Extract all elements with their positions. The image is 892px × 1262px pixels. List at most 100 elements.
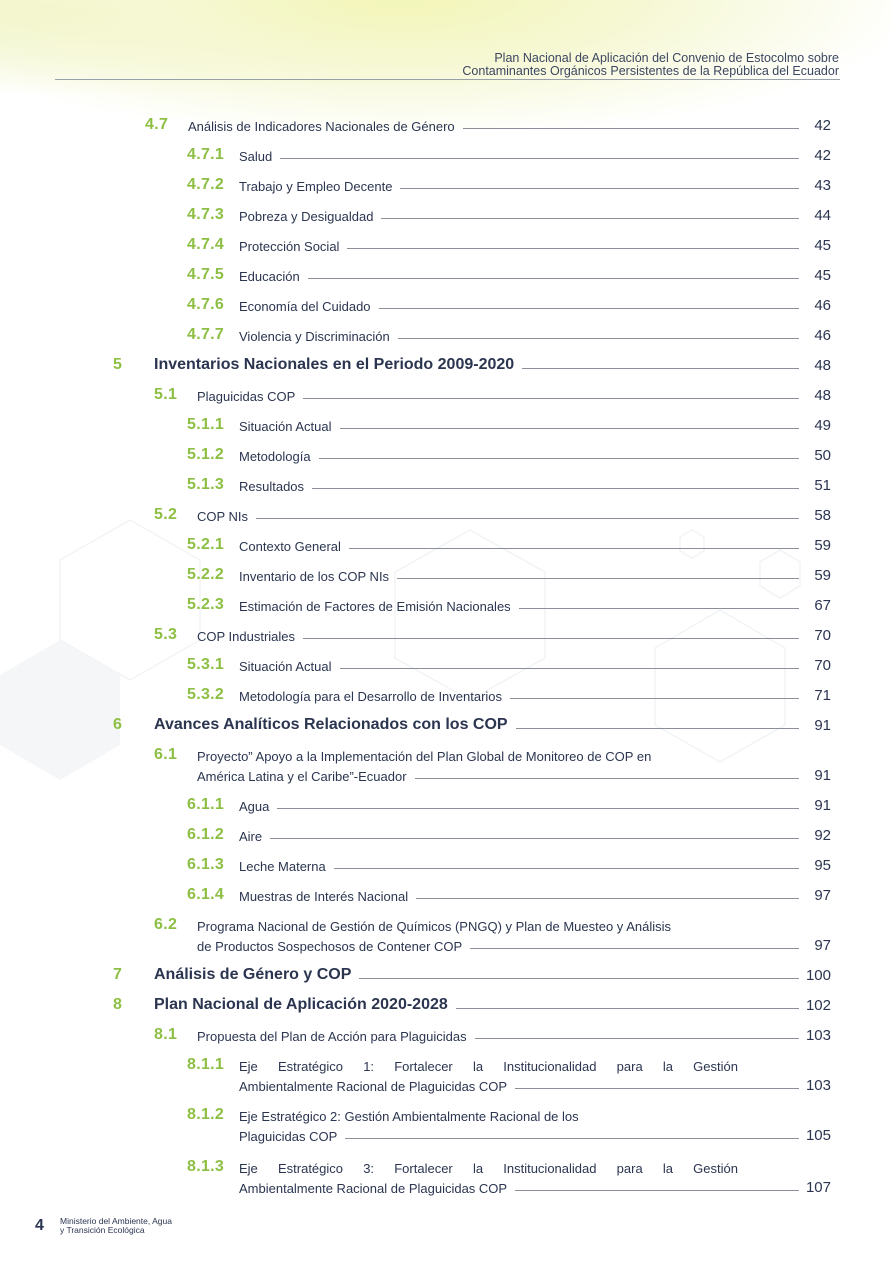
toc-entry[interactable]: 5.1.3 Resultados 51 (0, 474, 892, 504)
toc-entry[interactable]: 8 Plan Nacional de Aplicación 2020-2028 10… (0, 994, 892, 1024)
leader-line (462, 128, 799, 129)
leader-line (359, 978, 799, 979)
toc-entry-page: 91 (814, 797, 831, 814)
toc-entry-title: Muestras de Interés Nacional (239, 889, 409, 904)
toc-entry[interactable]: 8.1 Propuesta del Plan de Acción para Pla… (0, 1024, 892, 1054)
toc-entry-number: 5.1.3 (187, 476, 225, 493)
leader-line (256, 518, 799, 519)
toc-entry-title: Eje Estratégico 3: Fortalecer la Institu… (239, 1161, 738, 1176)
toc-entry-number: 6.1.4 (187, 886, 225, 903)
toc-entry[interactable]: 5.3.2 Metodología para el Desarrollo de I… (0, 684, 892, 714)
toc-entry-page: 103 (805, 1077, 831, 1094)
toc-entry-title: América Latina y el Caribe”-Ecuador (197, 769, 407, 784)
toc-entry-number: 4.7.6 (187, 296, 225, 313)
toc-entry-number: 5.2 (154, 506, 178, 523)
toc-entry-page: 102 (805, 997, 831, 1014)
toc-entry[interactable]: 8.1.3 Eje Estratégico 3: Fortalecer la In… (0, 1156, 892, 1206)
toc-entry-number: 4.7.4 (187, 236, 225, 253)
toc-entry[interactable]: 5 Inventarios Nacionales en el Periodo 20… (0, 354, 892, 384)
toc-entry-number: 7 (113, 966, 123, 983)
toc-entry[interactable]: 6.1.1 Agua 91 (0, 794, 892, 824)
toc-entry-page: 70 (814, 627, 831, 644)
leader-line (347, 248, 799, 249)
toc-entry-page: 45 (814, 267, 831, 284)
leader-line (277, 808, 799, 809)
leader-line (397, 338, 799, 339)
leader-line (318, 458, 799, 459)
toc-entry[interactable]: 6 Avances Analíticos Relacionados con los… (0, 714, 892, 744)
toc-entry-page: 100 (805, 967, 831, 984)
toc-entry-page: 71 (814, 687, 831, 704)
toc-entry-page: 50 (814, 447, 831, 464)
toc-entry-page: 48 (814, 387, 831, 404)
toc-entry-title: Avances Analíticos Relacionados con los … (154, 716, 508, 733)
toc-entry-title: Eje Estratégico 2: Gestión Ambientalment… (239, 1109, 579, 1124)
toc-entry-number: 5.1 (154, 386, 178, 403)
toc-entry[interactable]: 4.7.4 Protección Social 45 (0, 234, 892, 264)
leader-line (455, 1008, 799, 1009)
toc-entry[interactable]: 4.7.3 Pobreza y Desigualdad 44 (0, 204, 892, 234)
toc-entry-title: Situación Actual (239, 659, 332, 674)
toc-entry-title: Trabajo y Empleo Decente (239, 179, 393, 194)
toc-entry[interactable]: 8.1.1 Eje Estratégico 1: Fortalecer la In… (0, 1054, 892, 1104)
toc-entry[interactable]: 5.3.1 Situación Actual 70 (0, 654, 892, 684)
toc-entry[interactable]: 5.2.2 Inventario de los COP NIs 59 (0, 564, 892, 594)
toc-entry-title: Metodología (239, 449, 311, 464)
toc-entry-number: 4.7 (145, 116, 169, 133)
leader-line (339, 428, 799, 429)
toc-entry-page: 48 (814, 357, 831, 374)
toc-entry-title: Contexto General (239, 539, 341, 554)
toc-entry-number: 4.7.1 (187, 146, 225, 163)
leader-line (307, 278, 799, 279)
leader-line (348, 548, 799, 549)
toc-entry[interactable]: 4.7.2 Trabajo y Empleo Decente 43 (0, 174, 892, 204)
toc-entry[interactable]: 4.7.5 Educación 45 (0, 264, 892, 294)
toc-entry-number: 8.1.3 (187, 1158, 225, 1175)
toc-entry-title: Educación (239, 269, 300, 284)
toc-entry-number: 5.2.3 (187, 596, 225, 613)
leader-line (339, 668, 799, 669)
toc-entry-title: Violencia y Discriminación (239, 329, 390, 344)
toc-entry[interactable]: 5.3 COP Industriales 70 (0, 624, 892, 654)
toc-entry-title: Estimación de Factores de Emisión Nacion… (239, 599, 511, 614)
leader-line (381, 218, 799, 219)
toc-entry-page: 97 (814, 887, 831, 904)
toc-entry-title: Plan Nacional de Aplicación 2020-2028 (154, 996, 448, 1013)
toc-entry-title: Protección Social (239, 239, 340, 254)
toc-entry-number: 8 (113, 996, 123, 1013)
toc-entry[interactable]: 4.7.7 Violencia y Discriminación 46 (0, 324, 892, 354)
toc-entry-title: Agua (239, 799, 270, 814)
toc-entry-number: 6 (113, 716, 123, 733)
toc-entry-title: Inventario de los COP NIs (239, 569, 390, 584)
toc-entry[interactable]: 6.1.2 Aire 92 (0, 824, 892, 854)
toc-entry[interactable]: 8.1.2 Eje Estratégico 2: Gestión Ambienta… (0, 1104, 892, 1156)
toc-entry[interactable]: 5.1 Plaguicidas COP 48 (0, 384, 892, 414)
toc-entry[interactable]: 5.1.2 Metodología 50 (0, 444, 892, 474)
toc-entry[interactable]: 4.7.6 Economía del Cuidado 46 (0, 294, 892, 324)
toc-entry-title: de Productos Sospechosos de Contener COP (197, 939, 463, 954)
toc-entry-number: 5.3 (154, 626, 178, 643)
leader-line (303, 638, 799, 639)
toc-entry-number: 6.1.3 (187, 856, 225, 873)
toc-entry[interactable]: 4.7.1 Salud 42 (0, 144, 892, 174)
toc-entry-number: 5.3.1 (187, 656, 225, 673)
toc-entry[interactable]: 6.2 Programa Nacional de Gestión de Quími… (0, 914, 892, 964)
toc-entry[interactable]: 5.2.1 Contexto General 59 (0, 534, 892, 564)
toc-entry[interactable]: 5.2 COP NIs 58 (0, 504, 892, 534)
toc-entry[interactable]: 6.1 Proyecto” Apoyo a la Implementación d… (0, 744, 892, 794)
toc-entry[interactable]: 4.7 Análisis de Indicadores Nacionales de… (0, 114, 892, 144)
toc-entry-page: 107 (805, 1179, 831, 1196)
toc-entry[interactable]: 6.1.4 Muestras de Interés Nacional 97 (0, 884, 892, 914)
toc-entry-title: Situación Actual (239, 419, 332, 434)
toc-entry-title: Programa Nacional de Gestión de Químicos… (197, 919, 671, 934)
toc-entry[interactable]: 7 Análisis de Género y COP 100 (0, 964, 892, 994)
toc-entry-number: 8.1 (154, 1026, 178, 1043)
toc-entry-number: 6.1.1 (187, 796, 225, 813)
toc-entry[interactable]: 5.1.1 Situación Actual 49 (0, 414, 892, 444)
toc-entry-page: 46 (814, 297, 831, 314)
ministry-line-2: y Transición Ecológica (60, 1225, 145, 1235)
toc-entry[interactable]: 5.2.3 Estimación de Factores de Emisión N… (0, 594, 892, 624)
toc-entry-page: 46 (814, 327, 831, 344)
toc-entry[interactable]: 6.1.3 Leche Materna 95 (0, 854, 892, 884)
leader-line (345, 1138, 799, 1139)
